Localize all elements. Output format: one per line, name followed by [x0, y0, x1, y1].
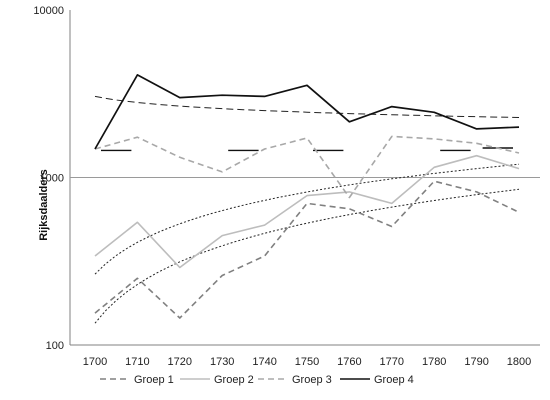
series-lines	[94, 74, 520, 319]
x-tick-label: 1780	[422, 356, 446, 368]
x-tick-label: 1750	[295, 356, 319, 368]
y-axis-label: Rijksdaalders	[38, 169, 50, 241]
series-line-groep-3	[94, 135, 520, 199]
legend-label-groep-3: Groep 3	[292, 374, 332, 386]
series-line-groep-4	[94, 74, 520, 150]
x-tick-label: 1710	[125, 356, 149, 368]
x-tick-label: 1730	[210, 356, 234, 368]
x-tick-label: 1800	[507, 356, 531, 368]
series-line-groep-2	[94, 154, 520, 269]
y-tick-label: 100	[46, 340, 64, 352]
x-tick-label: 1790	[464, 356, 488, 368]
y-tick-label: 10000	[33, 5, 64, 17]
moving-average-segments	[101, 147, 513, 152]
x-tick-label: 1770	[380, 356, 404, 368]
legend: Groep 1 Groep 2 Groep 3 Groep 4	[100, 374, 414, 386]
x-tick-labels: 1700 1710 1720 1730 1740 1750 1760 1770 1780 1790…	[83, 356, 531, 368]
y-tick-labels: 100 1000 10000	[33, 5, 64, 352]
legend-label-groep-2: Groep 2	[214, 374, 254, 386]
trendline-groep-4	[94, 95, 520, 118]
trendline-groep-1	[94, 188, 520, 324]
trendlines	[94, 95, 520, 324]
legend-label-groep-4: Groep 4	[374, 374, 414, 386]
legend-label-groep-1: Groep 1	[134, 374, 174, 386]
x-tick-label: 1740	[252, 356, 276, 368]
series-line-groep-1	[94, 180, 520, 319]
x-tick-label: 1760	[337, 356, 361, 368]
x-tick-label: 1700	[83, 356, 107, 368]
trendline-groep-2	[94, 163, 520, 275]
x-tick-label: 1720	[168, 356, 192, 368]
y-tick-label: 1000	[40, 173, 64, 185]
